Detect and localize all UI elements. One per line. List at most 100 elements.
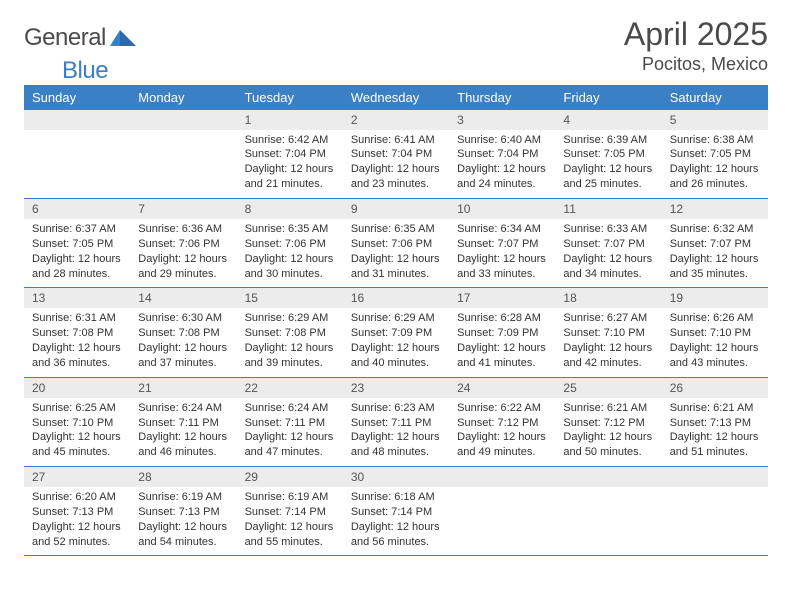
day-detail-line: Daylight: 12 hours <box>457 341 547 356</box>
day-of-week-header: Wednesday <box>343 85 449 110</box>
day-detail-line: Sunset: 7:05 PM <box>670 147 760 162</box>
day-number: 9 <box>343 199 449 219</box>
calendar-cell <box>130 110 236 199</box>
day-number: 8 <box>237 199 343 219</box>
day-detail-line: and 54 minutes. <box>138 535 228 550</box>
day-number: 10 <box>449 199 555 219</box>
day-number: 11 <box>555 199 661 219</box>
calendar-table: SundayMondayTuesdayWednesdayThursdayFrid… <box>24 85 768 557</box>
day-detail-line: Daylight: 12 hours <box>670 252 760 267</box>
day-details: Sunrise: 6:33 AMSunset: 7:07 PMDaylight:… <box>555 219 661 287</box>
day-detail-line: Daylight: 12 hours <box>563 252 653 267</box>
day-detail-line: Daylight: 12 hours <box>563 162 653 177</box>
day-detail-line: Daylight: 12 hours <box>457 430 547 445</box>
day-detail-line: Sunset: 7:10 PM <box>670 326 760 341</box>
day-detail-line: Sunrise: 6:19 AM <box>138 490 228 505</box>
day-detail-line: Daylight: 12 hours <box>32 341 122 356</box>
day-detail-line: Sunset: 7:12 PM <box>457 416 547 431</box>
day-details: Sunrise: 6:29 AMSunset: 7:09 PMDaylight:… <box>343 308 449 376</box>
day-detail-line: and 25 minutes. <box>563 177 653 192</box>
day-detail-line: Daylight: 12 hours <box>670 162 760 177</box>
day-details: Sunrise: 6:28 AMSunset: 7:09 PMDaylight:… <box>449 308 555 376</box>
day-detail-line: Sunset: 7:07 PM <box>457 237 547 252</box>
day-detail-line: Daylight: 12 hours <box>138 252 228 267</box>
brand-word-1: General <box>24 24 106 52</box>
day-detail-line: and 43 minutes. <box>670 356 760 371</box>
day-details: Sunrise: 6:20 AMSunset: 7:13 PMDaylight:… <box>24 487 130 555</box>
day-number: 2 <box>343 110 449 130</box>
brand-word-2: Blue <box>62 57 108 85</box>
calendar-cell <box>449 467 555 556</box>
day-detail-line: Sunrise: 6:37 AM <box>32 222 122 237</box>
day-detail-line: and 21 minutes. <box>245 177 335 192</box>
day-detail-line: Sunrise: 6:25 AM <box>32 401 122 416</box>
day-details: Sunrise: 6:36 AMSunset: 7:06 PMDaylight:… <box>130 219 236 287</box>
day-details: Sunrise: 6:19 AMSunset: 7:13 PMDaylight:… <box>130 487 236 555</box>
calendar-cell: 9Sunrise: 6:35 AMSunset: 7:06 PMDaylight… <box>343 198 449 287</box>
day-detail-line: Sunset: 7:08 PM <box>32 326 122 341</box>
day-details: Sunrise: 6:27 AMSunset: 7:10 PMDaylight:… <box>555 308 661 376</box>
calendar-cell: 25Sunrise: 6:21 AMSunset: 7:12 PMDayligh… <box>555 377 661 466</box>
day-of-week-header: Sunday <box>24 85 130 110</box>
calendar-page: General April 2025 Pocitos, Mexico Blue … <box>0 0 792 612</box>
day-detail-line: and 28 minutes. <box>32 267 122 282</box>
day-detail-line: Sunrise: 6:30 AM <box>138 311 228 326</box>
day-of-week-header: Tuesday <box>237 85 343 110</box>
day-detail-line: and 52 minutes. <box>32 535 122 550</box>
day-detail-line: Sunrise: 6:42 AM <box>245 133 335 148</box>
day-detail-line: Daylight: 12 hours <box>32 252 122 267</box>
calendar-cell: 3Sunrise: 6:40 AMSunset: 7:04 PMDaylight… <box>449 110 555 199</box>
day-details: Sunrise: 6:25 AMSunset: 7:10 PMDaylight:… <box>24 398 130 466</box>
brand-mark-icon <box>110 26 136 51</box>
calendar-cell: 7Sunrise: 6:36 AMSunset: 7:06 PMDaylight… <box>130 198 236 287</box>
calendar-head: SundayMondayTuesdayWednesdayThursdayFrid… <box>24 85 768 110</box>
day-number: 28 <box>130 467 236 487</box>
day-detail-line: and 55 minutes. <box>245 535 335 550</box>
day-detail-line: Sunset: 7:11 PM <box>351 416 441 431</box>
calendar-cell <box>662 467 768 556</box>
day-details: Sunrise: 6:24 AMSunset: 7:11 PMDaylight:… <box>130 398 236 466</box>
calendar-cell: 5Sunrise: 6:38 AMSunset: 7:05 PMDaylight… <box>662 110 768 199</box>
day-of-week-row: SundayMondayTuesdayWednesdayThursdayFrid… <box>24 85 768 110</box>
day-detail-line: Sunrise: 6:24 AM <box>245 401 335 416</box>
day-detail-line: Sunrise: 6:20 AM <box>32 490 122 505</box>
location-label: Pocitos, Mexico <box>624 54 768 75</box>
day-of-week-header: Friday <box>555 85 661 110</box>
day-detail-line: Sunrise: 6:34 AM <box>457 222 547 237</box>
day-detail-line: Sunset: 7:04 PM <box>457 147 547 162</box>
day-details: Sunrise: 6:30 AMSunset: 7:08 PMDaylight:… <box>130 308 236 376</box>
day-number: 29 <box>237 467 343 487</box>
day-of-week-header: Monday <box>130 85 236 110</box>
calendar-cell: 23Sunrise: 6:23 AMSunset: 7:11 PMDayligh… <box>343 377 449 466</box>
day-number: 13 <box>24 288 130 308</box>
day-detail-line: and 24 minutes. <box>457 177 547 192</box>
day-number: 24 <box>449 378 555 398</box>
day-detail-line: Daylight: 12 hours <box>245 430 335 445</box>
day-detail-line: Daylight: 12 hours <box>245 520 335 535</box>
day-detail-line: Sunrise: 6:24 AM <box>138 401 228 416</box>
day-number: 26 <box>662 378 768 398</box>
day-detail-line: Daylight: 12 hours <box>563 430 653 445</box>
day-detail-line: and 37 minutes. <box>138 356 228 371</box>
calendar-cell: 20Sunrise: 6:25 AMSunset: 7:10 PMDayligh… <box>24 377 130 466</box>
day-detail-line: Sunrise: 6:19 AM <box>245 490 335 505</box>
day-detail-line: and 56 minutes. <box>351 535 441 550</box>
day-detail-line: Sunrise: 6:38 AM <box>670 133 760 148</box>
day-detail-line: Sunset: 7:04 PM <box>351 147 441 162</box>
calendar-row: 6Sunrise: 6:37 AMSunset: 7:05 PMDaylight… <box>24 198 768 287</box>
day-detail-line: Sunrise: 6:31 AM <box>32 311 122 326</box>
calendar-cell: 30Sunrise: 6:18 AMSunset: 7:14 PMDayligh… <box>343 467 449 556</box>
day-detail-line: Sunset: 7:14 PM <box>351 505 441 520</box>
day-number: 16 <box>343 288 449 308</box>
day-detail-line: Daylight: 12 hours <box>351 252 441 267</box>
calendar-cell: 21Sunrise: 6:24 AMSunset: 7:11 PMDayligh… <box>130 377 236 466</box>
day-detail-line: and 42 minutes. <box>563 356 653 371</box>
day-detail-line: Sunrise: 6:22 AM <box>457 401 547 416</box>
day-detail-line: and 35 minutes. <box>670 267 760 282</box>
day-detail-line: Daylight: 12 hours <box>138 430 228 445</box>
day-detail-line: Sunset: 7:06 PM <box>351 237 441 252</box>
day-detail-line: Sunset: 7:07 PM <box>563 237 653 252</box>
day-detail-line: Sunrise: 6:35 AM <box>245 222 335 237</box>
day-detail-line: Sunset: 7:11 PM <box>245 416 335 431</box>
day-details: Sunrise: 6:34 AMSunset: 7:07 PMDaylight:… <box>449 219 555 287</box>
